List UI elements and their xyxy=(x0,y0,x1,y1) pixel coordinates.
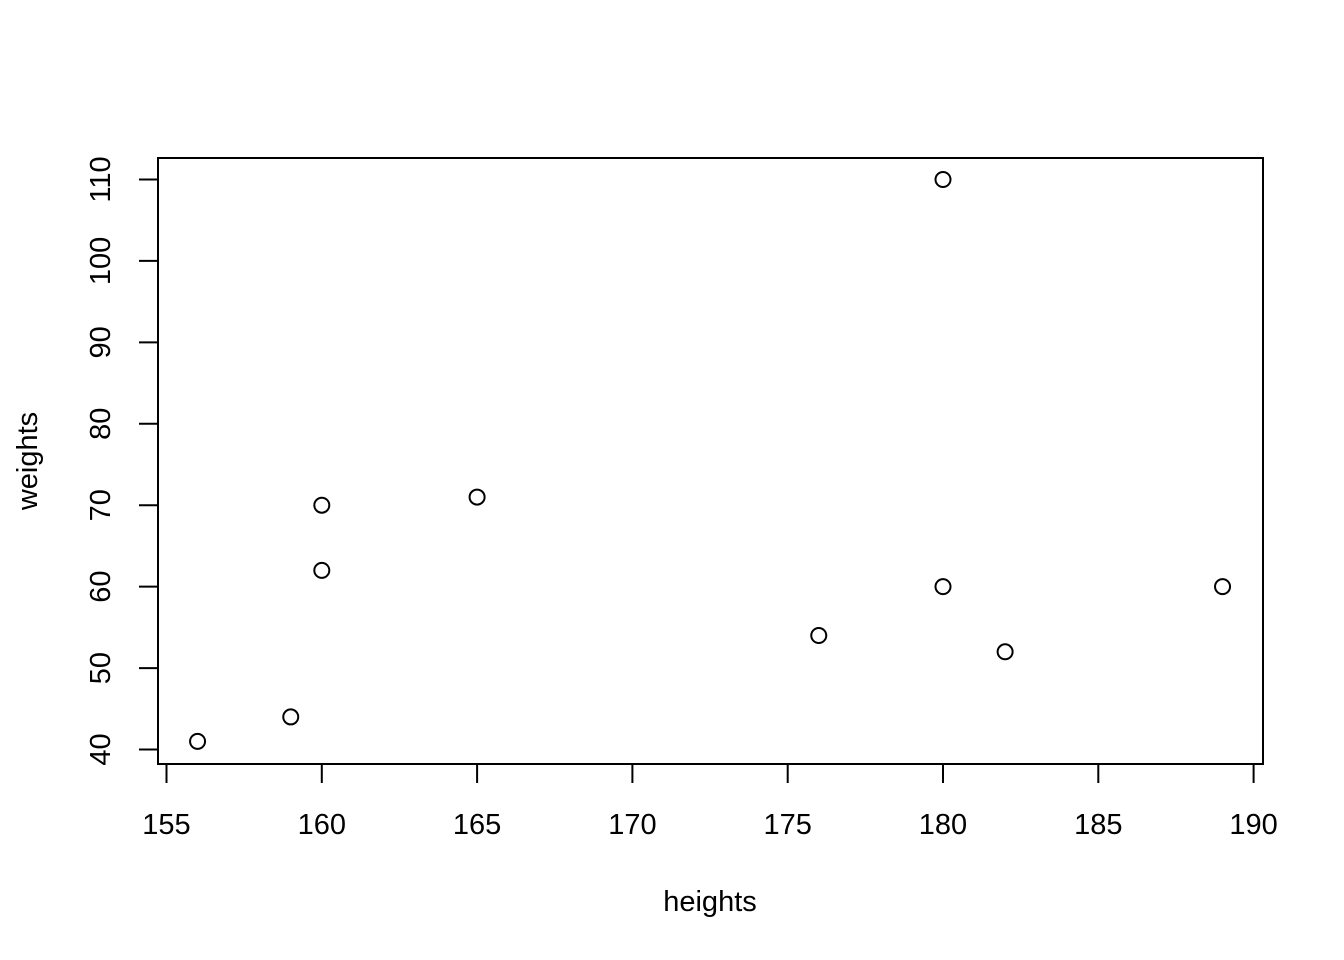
y-tick-label: 60 xyxy=(85,571,117,603)
y-axis-label: weights xyxy=(12,412,44,511)
x-tick-label: 175 xyxy=(764,809,812,841)
data-point xyxy=(1214,578,1232,596)
x-tick-label: 170 xyxy=(608,809,656,841)
data-point xyxy=(996,643,1014,661)
data-point xyxy=(282,708,300,726)
x-tick-label: 185 xyxy=(1074,809,1122,841)
x-tick-label: 160 xyxy=(298,809,346,841)
y-axis: 40 50 60 70 80 90 100 110 xyxy=(85,156,159,766)
data-point xyxy=(468,488,486,506)
y-tick-label: 90 xyxy=(85,326,117,358)
x-tick-label: 155 xyxy=(142,809,190,841)
x-tick-label: 165 xyxy=(453,809,501,841)
data-point xyxy=(189,732,207,750)
x-tick-label: 180 xyxy=(919,809,967,841)
data-point xyxy=(934,170,952,188)
x-axis-label: heights xyxy=(663,886,757,918)
data-point xyxy=(313,561,331,579)
x-axis: 155 160 165 170 175 180 185 190 xyxy=(142,763,1278,841)
y-tick-label: 100 xyxy=(85,237,117,285)
data-point xyxy=(934,578,952,596)
y-tick-label: 50 xyxy=(85,652,117,684)
data-points xyxy=(189,170,1232,750)
plot-frame xyxy=(157,157,1264,765)
data-point xyxy=(810,626,828,644)
y-tick-label: 110 xyxy=(85,156,117,202)
x-tick-label: 190 xyxy=(1229,809,1277,841)
y-tick-label: 80 xyxy=(85,408,117,440)
data-point xyxy=(313,496,331,514)
y-tick-label: 70 xyxy=(85,489,117,521)
y-tick-label: 40 xyxy=(85,733,117,765)
